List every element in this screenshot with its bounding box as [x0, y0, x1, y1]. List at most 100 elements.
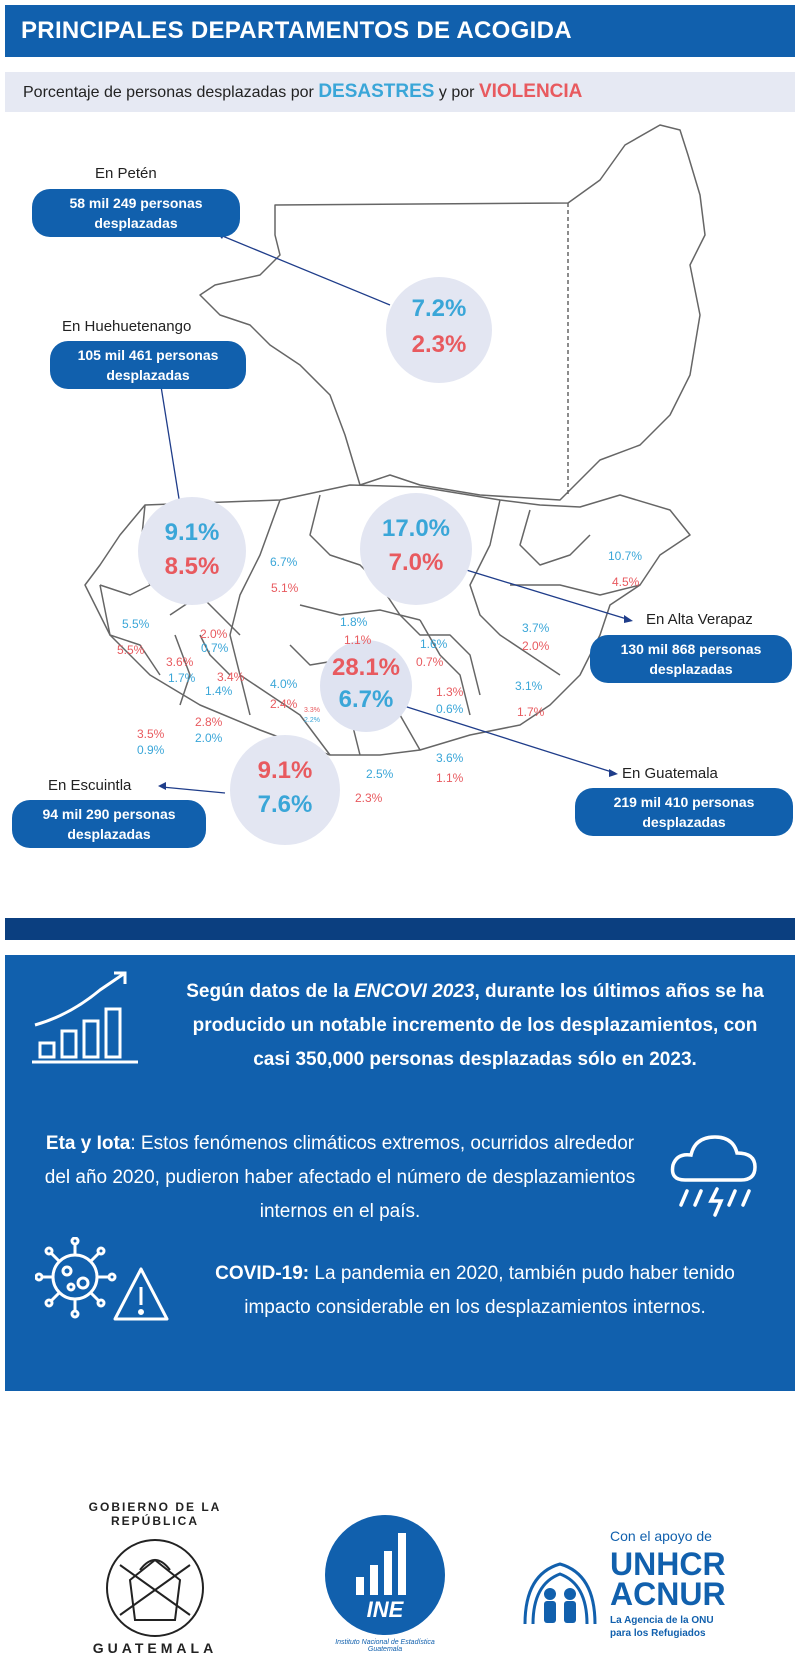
chimaltenango-disasters: 4.0% — [270, 677, 298, 691]
peten-count-pill: 58 mil 249 personas desplazadas — [32, 189, 240, 237]
jalapa-disasters: 0.6% — [436, 702, 464, 716]
quiche-disasters: 6.7% — [270, 555, 298, 569]
support-text: Con el apoyo de — [610, 1528, 712, 1544]
guatemala-title: En Guatemala — [622, 765, 718, 782]
san-marcos-disasters: 5.5% — [122, 617, 150, 631]
encovi-text-pre: Según datos de la — [186, 981, 355, 1002]
zacapa-violence: 2.0% — [522, 639, 550, 653]
totonicapan-disasters: 0.7% — [201, 641, 229, 655]
alta-verapaz-disasters: 17.0% — [381, 515, 451, 542]
gov-arc-top-text: GOBIERNO DE LA REPÚBLICA — [88, 1500, 222, 1528]
izabal-violence: 4.5% — [612, 575, 640, 589]
eta-iota-statement: Eta y Iota: Estos fenómenos climáticos e… — [35, 1127, 645, 1229]
guatemala-map: En Petén 58 mil 249 personas desplazadas… — [0, 115, 800, 915]
retalhuleu-violence: 3.5% — [137, 727, 165, 741]
solola-violence: 3.4% — [217, 670, 245, 684]
escuintla-count: 94 mil 290 personas — [42, 806, 176, 822]
huehuetenango-disasters: 9.1% — [164, 519, 220, 546]
guatemala-count-pill: 219 mil 410 personas desplazadas — [575, 788, 793, 836]
legend-disasters: DESASTRES — [318, 81, 435, 102]
unhcr-wordmark: UNHCR — [610, 1546, 726, 1582]
huehuetenango-count: 105 mil 461 personas — [77, 347, 219, 363]
retalhuleu-disasters: 0.9% — [137, 743, 165, 757]
huehuetenango-count-label: desplazadas — [106, 367, 190, 383]
jutiapa-violence: 1.1% — [436, 771, 464, 785]
santa-rosa-disasters: 2.5% — [366, 767, 394, 781]
solola-disasters: 1.4% — [205, 684, 233, 698]
escuintla-violence: 9.1% — [257, 757, 313, 784]
acnur-logo: Con el apoyo de UNHCR ACNUR La Agencia d… — [515, 1528, 785, 1663]
huehuetenango-circle: 9.1% 8.5% — [138, 497, 246, 605]
ine-caption: Instituto Nacional de Estadística Guatem… — [320, 1639, 450, 1653]
ine-caption-line2: Guatemala — [367, 1646, 403, 1653]
totonicapan-violence: 2.0% — [200, 627, 228, 641]
suchitepequez-disasters: 2.0% — [195, 731, 223, 745]
escuintla-count-pill: 94 mil 290 personas desplazadas — [12, 800, 206, 848]
acnur-tagline-line2: para los Refugiados — [610, 1628, 706, 1639]
info-panel: Según datos de la ENCOVI 2023, durante l… — [5, 955, 795, 1391]
alta-verapaz-count-label: desplazadas — [649, 661, 733, 677]
section-divider — [5, 918, 795, 940]
suchitepequez-violence: 2.8% — [195, 715, 223, 729]
unhcr-emblem-icon — [523, 1562, 597, 1625]
jalapa-violence: 1.3% — [436, 685, 464, 699]
escuintla-disasters: 7.6% — [257, 791, 313, 818]
legend-subheader: Porcentaje de personas desplazadas por D… — [5, 72, 795, 112]
eta-iota-label: Eta y Iota — [45, 1133, 131, 1154]
peten-violence: 2.3% — [411, 331, 467, 358]
acnur-wordmark: ACNUR — [610, 1576, 726, 1612]
page-title: PRINCIPALES DEPARTAMENTOS DE ACOGIDA — [5, 5, 795, 57]
coat-of-arms-emblem — [106, 1539, 204, 1637]
legend-middle: y por — [438, 84, 475, 101]
quetzaltenango-disasters: 1.7% — [168, 671, 196, 685]
alta-verapaz-circle: 17.0% 7.0% — [360, 493, 472, 605]
baja-verapaz-violence: 1.1% — [344, 633, 372, 647]
sacatepequez-disasters: 2.2% — [304, 717, 320, 724]
el-progreso-disasters: 1.6% — [420, 637, 448, 651]
covid-text: La pandemia en 2020, también pudo haber … — [244, 1263, 735, 1318]
gobierno-guatemala-logo: GOBIERNO DE LA REPÚBLICA GUATEMALA — [60, 1500, 250, 1665]
acnur-tagline-line1: La Agencia de la ONU — [610, 1615, 714, 1626]
peten-title: En Petén — [95, 165, 157, 182]
zacapa-disasters: 3.7% — [522, 621, 550, 635]
quiche-violence: 5.1% — [271, 581, 299, 595]
growth-chart-icon — [32, 971, 138, 1064]
huehuetenango-title: En Huehuetenango — [62, 318, 192, 335]
ine-caption-line1: Instituto Nacional de Estadística — [335, 1639, 435, 1646]
chimaltenango-violence: 2.4% — [270, 697, 298, 711]
alta-verapaz-count: 130 mil 868 personas — [620, 641, 762, 657]
escuintla-circle: 9.1% 7.6% — [230, 735, 340, 845]
quetzaltenango-violence: 3.6% — [166, 655, 194, 669]
santa-rosa-violence: 2.3% — [355, 791, 383, 805]
virus-warning-icon — [35, 1237, 169, 1321]
guatemala-circle: 28.1% 6.7% — [320, 640, 412, 732]
gov-arc-bottom-text: GUATEMALA — [92, 1640, 218, 1656]
guatemala-count-label: desplazadas — [642, 814, 726, 830]
alta-verapaz-title: En Alta Verapaz — [646, 611, 753, 628]
guatemala-disasters: 6.7% — [338, 686, 394, 713]
baja-verapaz-disasters: 1.8% — [340, 615, 368, 629]
chiquimula-disasters: 3.1% — [515, 679, 543, 693]
ine-name: INE — [366, 1597, 404, 1622]
peten-count: 58 mil 249 personas — [69, 195, 203, 211]
jutiapa-disasters: 3.6% — [436, 751, 464, 765]
encovi-statement: Según datos de la ENCOVI 2023, durante l… — [175, 975, 775, 1077]
acnur-tagline: La Agencia de la ONU para los Refugiados — [610, 1614, 714, 1640]
guatemala-count: 219 mil 410 personas — [613, 794, 755, 810]
alta-verapaz-count-pill: 130 mil 868 personas desplazadas — [590, 635, 792, 683]
el-progreso-violence: 0.7% — [416, 655, 444, 669]
izabal-disasters: 10.7% — [608, 549, 643, 563]
san-marcos-violence: 5.5% — [117, 643, 145, 657]
peten-disasters: 7.2% — [411, 295, 467, 322]
encovi-text-post: , durante los últimos años se ha produci… — [192, 981, 764, 1070]
storm-cloud-icon — [670, 1135, 757, 1217]
legend-violence: VIOLENCIA — [478, 81, 583, 102]
huehuetenango-count-pill: 105 mil 461 personas desplazadas — [50, 341, 246, 389]
chiquimula-violence: 1.7% — [517, 705, 545, 719]
guatemala-violence: 28.1% — [331, 654, 401, 681]
covid-statement: COVID-19: La pandemia en 2020, también p… — [205, 1257, 745, 1325]
huehuetenango-violence: 8.5% — [164, 553, 220, 580]
peten-count-label: desplazadas — [94, 215, 178, 231]
encovi-source: ENCOVI 2023 — [354, 981, 475, 1002]
escuintla-count-label: desplazadas — [67, 826, 151, 842]
